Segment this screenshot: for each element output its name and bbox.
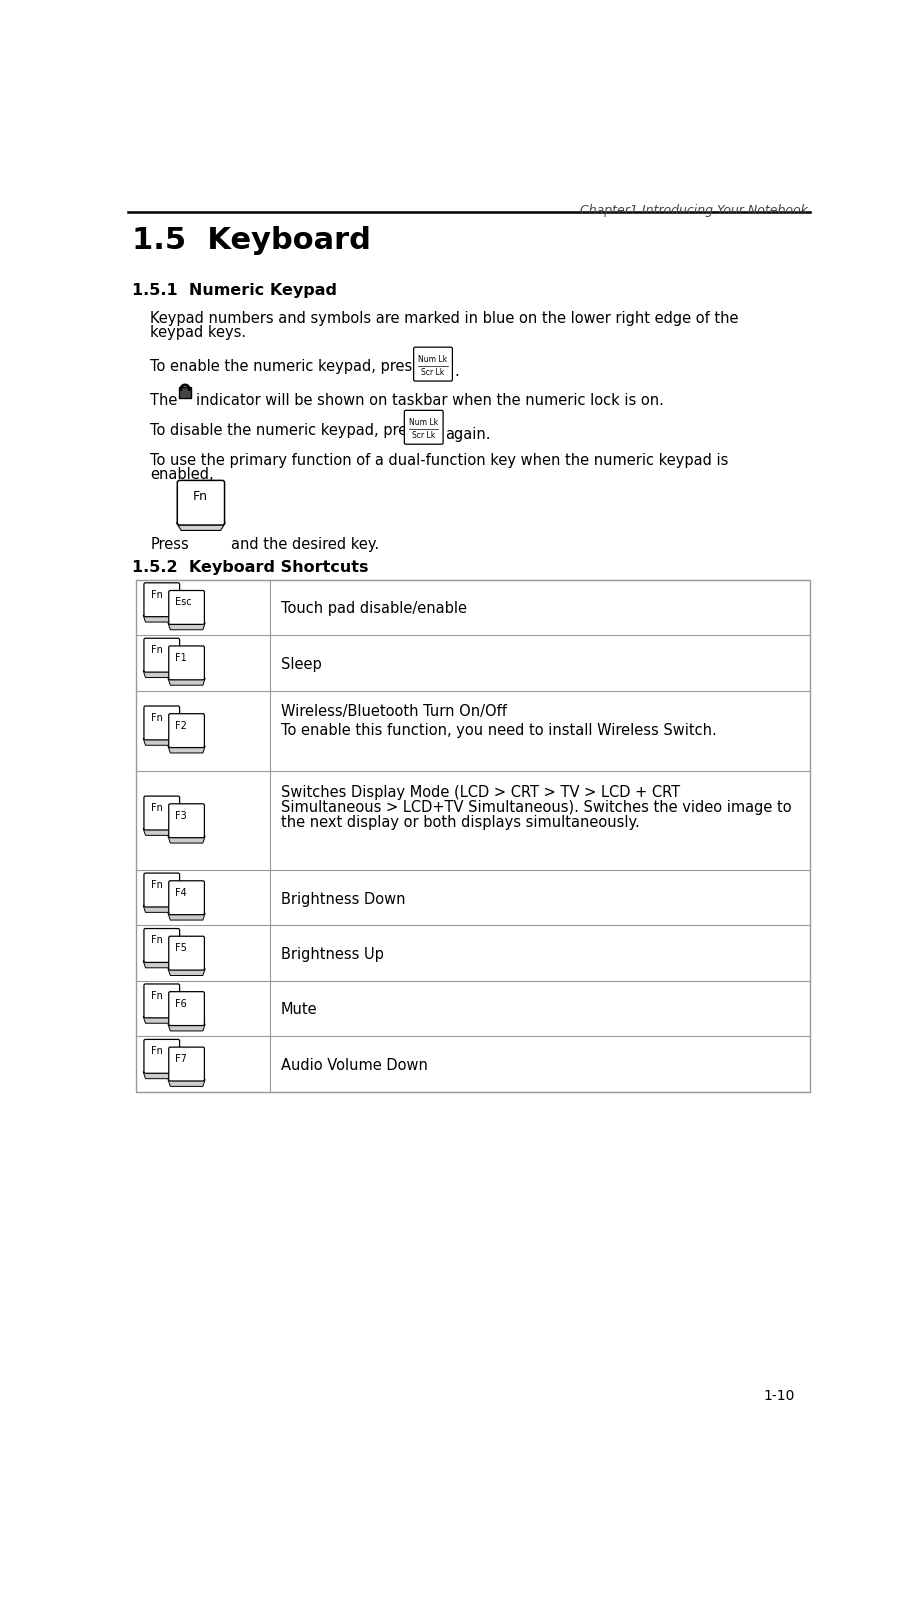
Text: Switches Display Mode (LCD > CRT > TV > LCD + CRT: Switches Display Mode (LCD > CRT > TV > …: [281, 786, 681, 800]
Text: 1.5.1  Numeric Keypad: 1.5.1 Numeric Keypad: [132, 283, 336, 297]
Text: Press: Press: [150, 537, 189, 551]
Text: Fn: Fn: [151, 645, 163, 655]
Polygon shape: [143, 671, 180, 677]
Polygon shape: [143, 1016, 180, 1024]
Text: 1-10: 1-10: [764, 1389, 795, 1402]
Polygon shape: [168, 1024, 205, 1032]
Polygon shape: [168, 679, 205, 685]
Text: and the desired key.: and the desired key.: [231, 537, 379, 551]
FancyBboxPatch shape: [169, 936, 204, 969]
Text: Fn: Fn: [151, 990, 163, 1001]
Text: enabled,: enabled,: [150, 468, 213, 482]
Text: Chapter1 Introducing Your Notebook: Chapter1 Introducing Your Notebook: [580, 204, 808, 217]
Text: the next display or both displays simultaneously.: the next display or both displays simult…: [281, 814, 640, 829]
Text: F2: F2: [175, 720, 187, 731]
Text: Fn: Fn: [193, 490, 208, 503]
Polygon shape: [168, 968, 205, 976]
Text: indicator will be shown on taskbar when the numeric lock is on.: indicator will be shown on taskbar when …: [196, 393, 664, 409]
Text: The: The: [150, 393, 178, 409]
Text: F7: F7: [175, 1054, 187, 1064]
FancyBboxPatch shape: [169, 1048, 204, 1081]
Text: keypad keys.: keypad keys.: [150, 324, 246, 340]
FancyBboxPatch shape: [144, 874, 180, 907]
Text: Fn: Fn: [151, 803, 163, 813]
Text: Mute: Mute: [281, 1003, 318, 1017]
Polygon shape: [168, 913, 205, 920]
Text: Sleep: Sleep: [281, 656, 322, 672]
Polygon shape: [177, 522, 225, 530]
FancyBboxPatch shape: [144, 1040, 180, 1073]
Text: Audio Volume Down: Audio Volume Down: [281, 1057, 428, 1073]
Text: Scr Lk: Scr Lk: [412, 431, 435, 441]
FancyBboxPatch shape: [144, 984, 180, 1017]
FancyBboxPatch shape: [144, 583, 180, 616]
Polygon shape: [168, 623, 205, 629]
Text: To use the primary function of a dual-function key when the numeric keypad is: To use the primary function of a dual-fu…: [150, 454, 728, 468]
FancyBboxPatch shape: [169, 882, 204, 915]
Bar: [136, 580, 811, 1092]
Polygon shape: [168, 837, 205, 843]
FancyBboxPatch shape: [178, 481, 224, 525]
Text: Num Lk: Num Lk: [409, 418, 438, 426]
Text: To enable this function, you need to install Wireless Switch.: To enable this function, you need to ins…: [281, 723, 717, 738]
Text: F4: F4: [175, 888, 187, 898]
Text: F1: F1: [175, 653, 187, 663]
Text: Fn: Fn: [151, 589, 163, 600]
FancyBboxPatch shape: [169, 803, 204, 838]
Text: Touch pad disable/enable: Touch pad disable/enable: [281, 602, 467, 616]
Polygon shape: [143, 738, 180, 746]
FancyBboxPatch shape: [169, 992, 204, 1025]
Text: Fn: Fn: [151, 936, 163, 945]
Text: Num Lk: Num Lk: [419, 355, 448, 364]
FancyBboxPatch shape: [179, 386, 191, 398]
Text: Wireless/Bluetooth Turn On/Off: Wireless/Bluetooth Turn On/Off: [281, 704, 507, 720]
Text: F6: F6: [175, 998, 187, 1009]
FancyBboxPatch shape: [404, 410, 443, 444]
Polygon shape: [143, 961, 180, 968]
Polygon shape: [168, 1080, 205, 1086]
Polygon shape: [143, 829, 180, 835]
Text: Brightness Up: Brightness Up: [281, 947, 384, 961]
FancyBboxPatch shape: [144, 639, 180, 672]
Polygon shape: [143, 1072, 180, 1078]
Text: Fn: Fn: [151, 712, 163, 723]
Text: 1.5.2  Keyboard Shortcuts: 1.5.2 Keyboard Shortcuts: [132, 559, 368, 575]
Text: .: .: [454, 364, 459, 378]
Text: 1.5  Keyboard: 1.5 Keyboard: [132, 227, 370, 256]
Text: F3: F3: [175, 811, 187, 821]
Text: Fn: Fn: [151, 880, 163, 890]
Text: Esc: Esc: [175, 597, 191, 607]
Text: F5: F5: [175, 944, 187, 953]
FancyBboxPatch shape: [414, 347, 453, 382]
FancyBboxPatch shape: [144, 706, 180, 739]
FancyBboxPatch shape: [169, 645, 204, 680]
FancyBboxPatch shape: [144, 928, 180, 963]
Polygon shape: [143, 905, 180, 912]
Text: Simultaneous > LCD+TV Simultaneous). Switches the video image to: Simultaneous > LCD+TV Simultaneous). Swi…: [281, 800, 791, 814]
Text: To enable the numeric keypad, press: To enable the numeric keypad, press: [150, 359, 420, 375]
Polygon shape: [143, 615, 180, 623]
Text: Keypad numbers and symbols are marked in blue on the lower right edge of the: Keypad numbers and symbols are marked in…: [150, 311, 738, 326]
Text: again.: again.: [445, 428, 491, 442]
Text: Brightness Down: Brightness Down: [281, 891, 406, 907]
Polygon shape: [168, 746, 205, 752]
FancyBboxPatch shape: [169, 591, 204, 624]
Text: Fn: Fn: [151, 1046, 163, 1056]
FancyBboxPatch shape: [169, 714, 204, 747]
FancyBboxPatch shape: [144, 795, 180, 830]
Text: To disable the numeric keypad, press: To disable the numeric keypad, press: [150, 423, 423, 438]
Text: Scr Lk: Scr Lk: [421, 367, 444, 377]
